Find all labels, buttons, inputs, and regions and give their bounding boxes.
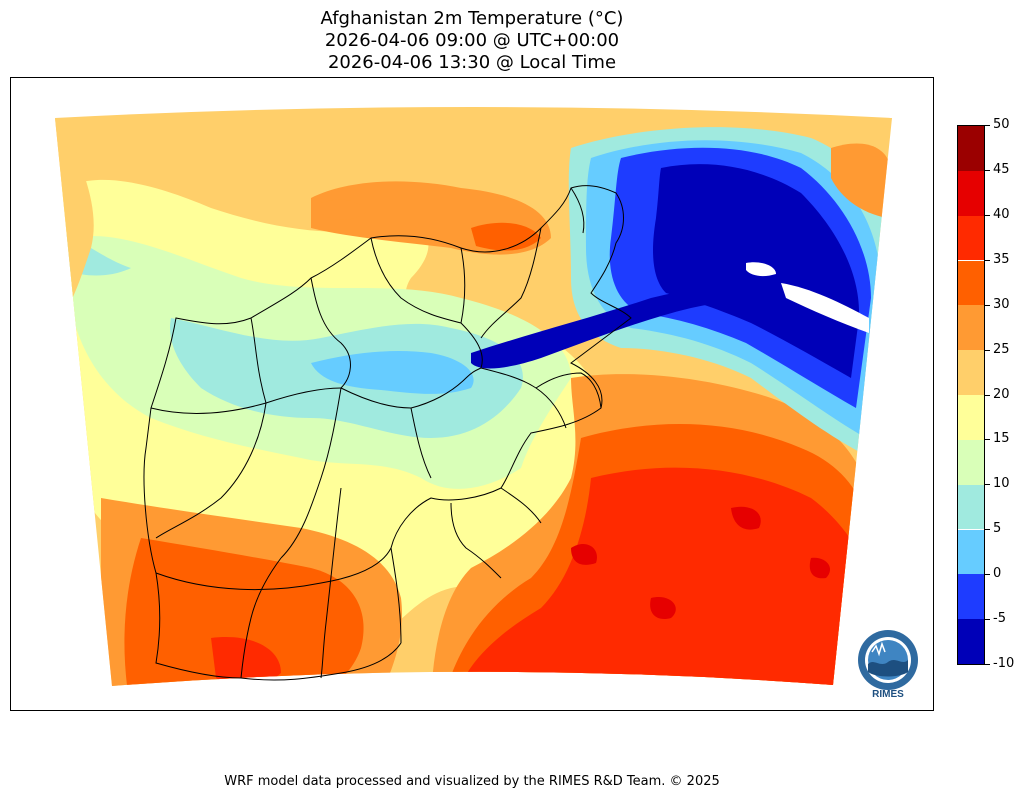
colorbar-tick bbox=[985, 259, 990, 261]
colorbar-tick-label: 5 bbox=[993, 521, 1002, 537]
colorbar-tick-label: 40 bbox=[993, 206, 1010, 222]
colorbar-tick bbox=[985, 574, 990, 576]
footer-credit: WRF model data processed and visualized … bbox=[224, 774, 720, 789]
colorbar-bin bbox=[958, 484, 984, 530]
colorbar-bin bbox=[958, 215, 984, 261]
rimes-logo: RIMES bbox=[858, 630, 918, 700]
colorbar-tick bbox=[985, 125, 990, 126]
colorbar-tick bbox=[985, 304, 990, 306]
colorbar bbox=[957, 125, 985, 665]
colorbar-tick-label: 35 bbox=[993, 251, 1010, 267]
colorbar-tick-label: 15 bbox=[993, 431, 1010, 447]
colorbar-tick-label: 0 bbox=[993, 566, 1002, 582]
colorbar-tick bbox=[985, 439, 990, 441]
colorbar-tick-label: -10 bbox=[993, 656, 1015, 671]
temperature-field bbox=[55, 107, 892, 686]
colorbar-bin bbox=[958, 529, 984, 575]
colorbar-tick-label: 10 bbox=[993, 476, 1010, 492]
colorbar-tick bbox=[985, 664, 990, 665]
temperature-map bbox=[55, 107, 892, 686]
title-local-time: 2026-04-06 13:30 @ Local Time bbox=[327, 52, 617, 73]
colorbar-tick bbox=[985, 529, 990, 531]
colorbar-tick-label: -5 bbox=[993, 611, 1006, 627]
colorbar-tick-label: 45 bbox=[993, 161, 1010, 177]
colorbar-bin bbox=[958, 574, 984, 620]
colorbar-bin bbox=[958, 305, 984, 351]
colorbar-tick bbox=[985, 349, 990, 351]
colorbar-bin bbox=[958, 126, 984, 171]
colorbar-tick bbox=[985, 214, 990, 216]
colorbar-bin bbox=[958, 439, 984, 485]
colorbar-tick bbox=[985, 394, 990, 396]
colorbar-bin bbox=[958, 170, 984, 216]
colorbar-bin bbox=[958, 395, 984, 440]
svg-text:RIMES: RIMES bbox=[872, 689, 904, 700]
colorbar-tick-label: 25 bbox=[993, 341, 1010, 357]
colorbar-tick-label: 20 bbox=[993, 386, 1010, 402]
title-variable: Afghanistan 2m Temperature (°C) bbox=[320, 8, 624, 29]
province-boundaries bbox=[143, 185, 632, 681]
colorbar-tick bbox=[985, 169, 990, 171]
colorbar-tick-label: 50 bbox=[993, 117, 1010, 132]
colorbar-bin bbox=[958, 260, 984, 306]
colorbar-tick bbox=[985, 619, 990, 621]
map-panel bbox=[10, 77, 934, 711]
colorbar-bin bbox=[958, 619, 984, 664]
colorbar-tick-label: 30 bbox=[993, 296, 1010, 312]
colorbar-tick bbox=[985, 484, 990, 486]
colorbar-bin bbox=[958, 350, 984, 395]
title-utc-time: 2026-04-06 09:00 @ UTC+00:00 bbox=[324, 30, 620, 51]
